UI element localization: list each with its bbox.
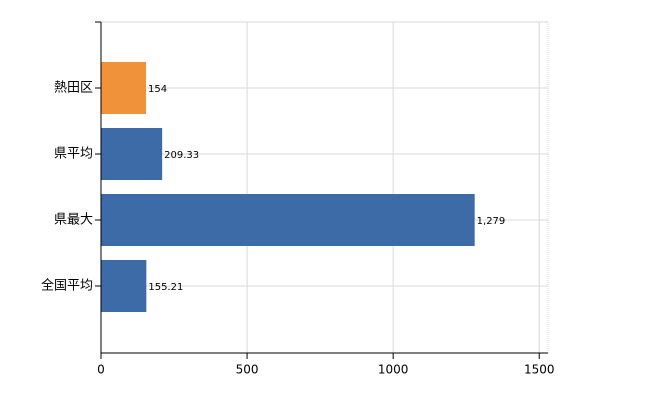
value-label: 154 (148, 84, 167, 95)
y-tick-label: 県平均 (54, 147, 93, 162)
x-tick-label: 1000 (378, 363, 409, 377)
bar (101, 194, 475, 246)
bar (101, 128, 163, 180)
value-label: 155.21 (148, 282, 183, 293)
x-tick-label: 500 (236, 363, 259, 377)
y-tick-label: 熱田区 (54, 81, 93, 96)
bar (101, 62, 146, 114)
bar (101, 260, 147, 312)
value-label: 1,279 (477, 216, 506, 227)
x-tick-label: 0 (97, 363, 105, 377)
y-tick-label: 全国平均 (41, 278, 93, 294)
y-tick-label: 県最大 (54, 213, 93, 228)
x-tick-label: 1500 (524, 363, 555, 377)
value-label: 209.33 (164, 150, 199, 161)
